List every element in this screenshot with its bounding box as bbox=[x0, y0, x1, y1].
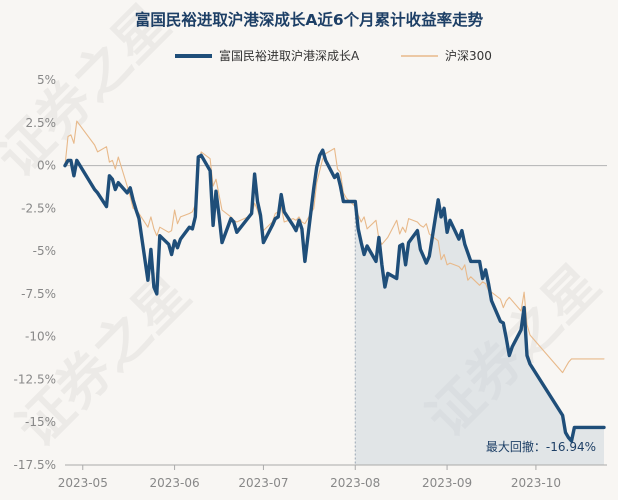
x-tick-label: 2023-07 bbox=[238, 476, 288, 490]
y-tick-label: -5% bbox=[33, 244, 56, 258]
y-tick-label: 5% bbox=[37, 73, 56, 87]
x-tick-label: 2023-10 bbox=[511, 476, 561, 490]
x-tick-label: 2023-09 bbox=[422, 476, 472, 490]
y-tick-label: 0% bbox=[37, 159, 56, 173]
y-tick-label: -7.5% bbox=[21, 287, 56, 301]
max-drawdown-label: 最大回撤：-16.94% bbox=[486, 439, 596, 454]
legend: 富国民裕进取沪港深成长A 沪深300 bbox=[175, 48, 492, 63]
chart-title: 富国民裕进取沪港深成长A近6个月累计收益率走势 bbox=[135, 10, 484, 29]
drawdown-shade bbox=[355, 199, 604, 466]
y-tick-label: -12.5% bbox=[14, 372, 56, 386]
series-layer bbox=[63, 120, 606, 443]
axis-layer: 5% 2.5% 0% -2.5% -5% -7.5% -10% -12.5% -15% -17.5… bbox=[14, 73, 607, 490]
legend-label-index: 沪深300 bbox=[445, 49, 492, 63]
y-tick-label: 2.5% bbox=[26, 116, 57, 130]
x-tick-label: 2023-08 bbox=[330, 476, 380, 490]
y-tick-label: -2.5% bbox=[21, 201, 56, 215]
x-tick-label: 2023-06 bbox=[150, 476, 200, 490]
series-line-fund bbox=[63, 148, 606, 443]
drawdown-shade-layer bbox=[354, 199, 604, 466]
y-tick-label: -15% bbox=[25, 415, 56, 429]
legend-label-fund: 富国民裕进取沪港深成长A bbox=[219, 48, 360, 63]
y-tick-label: -17.5% bbox=[14, 458, 56, 472]
y-tick-label: -10% bbox=[25, 330, 56, 344]
x-tick-label: 2023-05 bbox=[58, 476, 108, 490]
series-line-index bbox=[64, 120, 605, 374]
